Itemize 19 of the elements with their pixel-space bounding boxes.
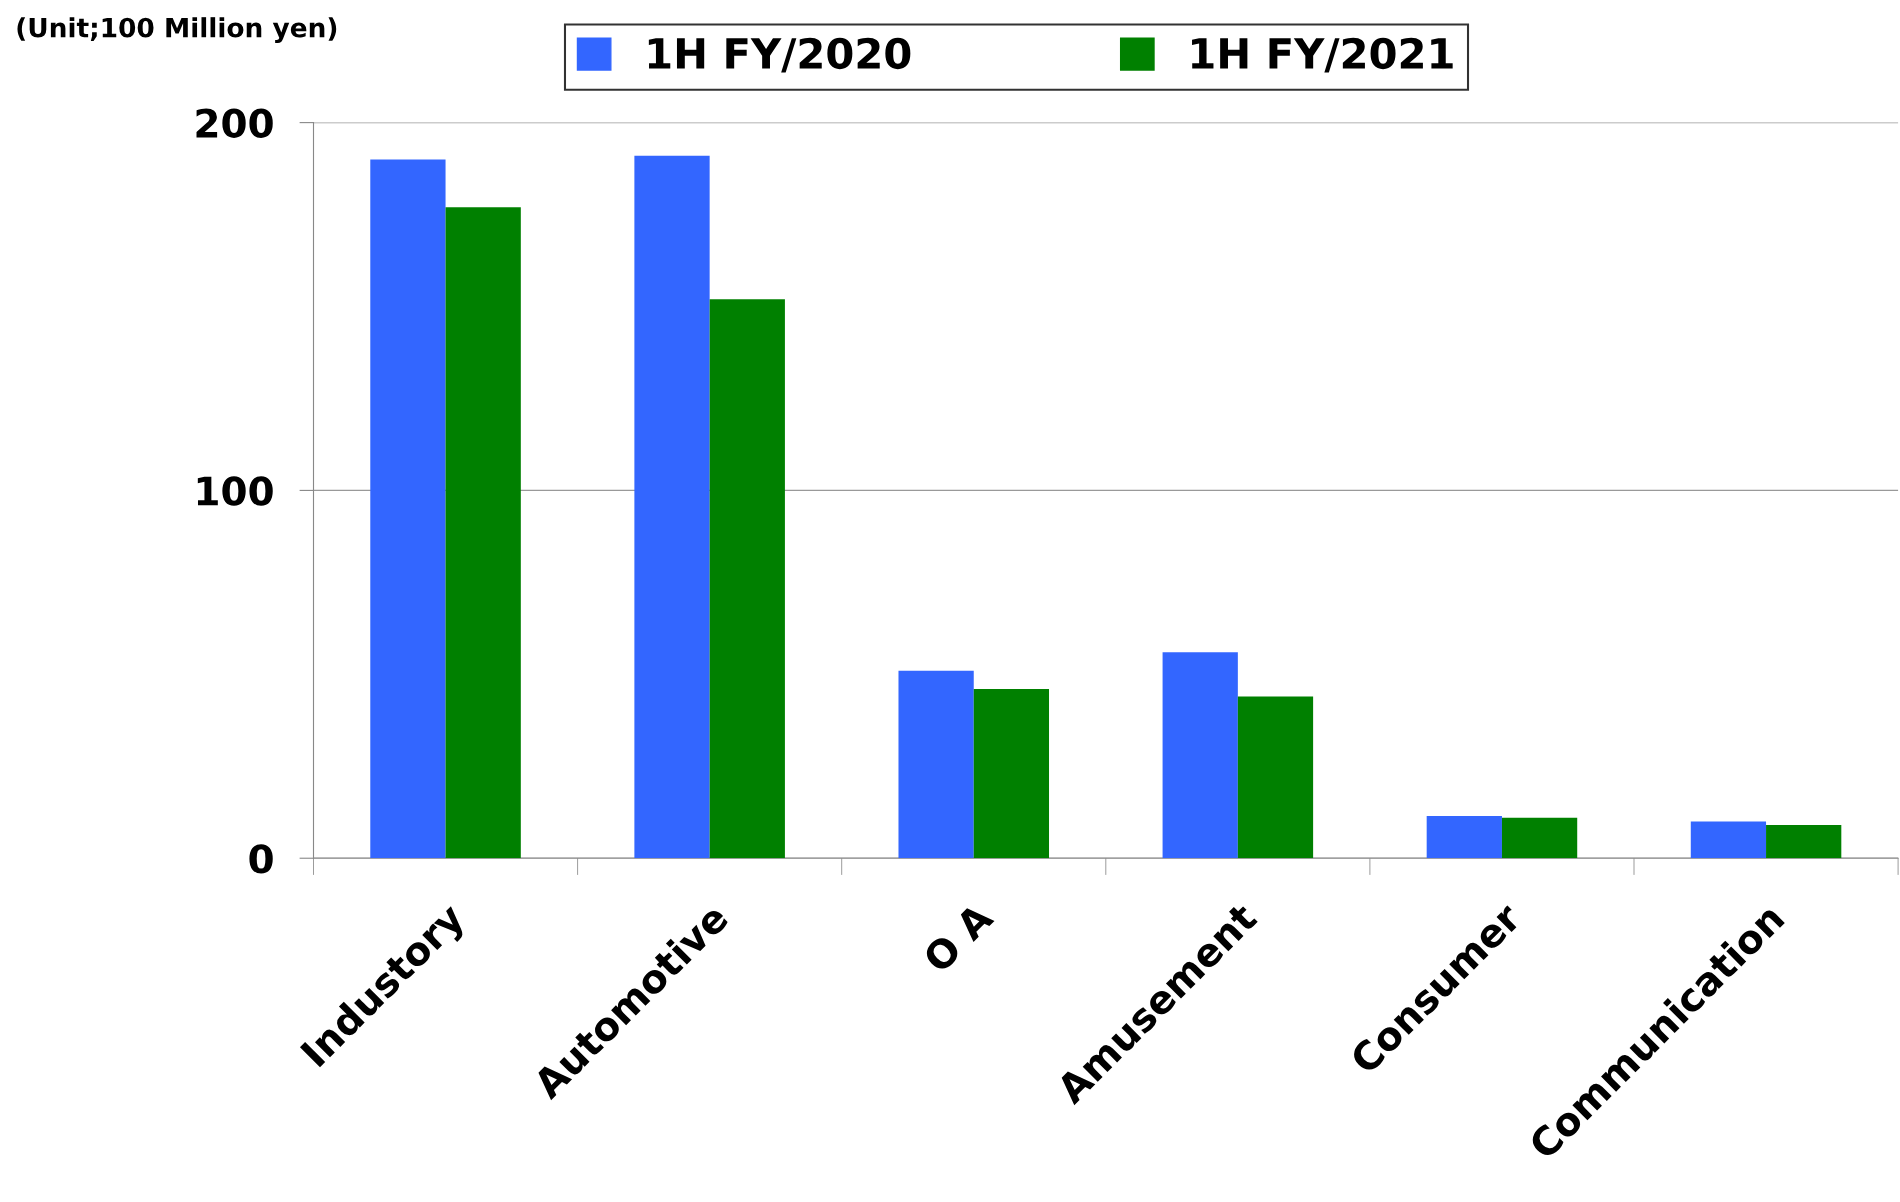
y-tick-label: 0 bbox=[249, 844, 273, 874]
y-tick-label: 100 bbox=[197, 476, 273, 506]
bar bbox=[1690, 821, 1767, 859]
text: (Unit;100 Million yen) bbox=[17, 17, 337, 43]
bar bbox=[898, 670, 974, 859]
bar bbox=[634, 155, 710, 859]
bar bbox=[1426, 815, 1502, 859]
bar bbox=[1501, 817, 1578, 859]
bar bbox=[1162, 652, 1238, 859]
legend-label: 1H FY/2021 bbox=[1192, 37, 1453, 73]
bar bbox=[445, 207, 521, 859]
legend-label: 1H FY/2020 bbox=[648, 37, 911, 73]
bar bbox=[973, 689, 1050, 859]
bar bbox=[370, 159, 446, 859]
y-tick-label: 200 bbox=[196, 108, 273, 138]
bar bbox=[709, 299, 785, 859]
bar bbox=[1237, 696, 1314, 859]
bar bbox=[1766, 825, 1842, 859]
x-tick-label: O A bbox=[921, 900, 995, 975]
